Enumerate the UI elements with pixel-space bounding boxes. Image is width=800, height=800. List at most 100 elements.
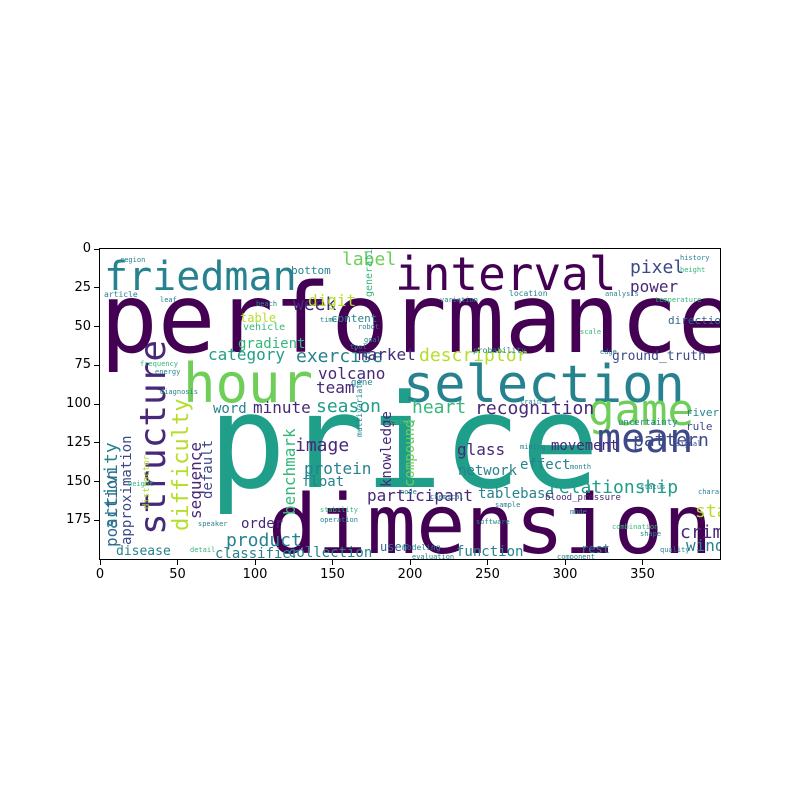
x-tick [99,560,101,565]
word-energy: energy [155,368,181,376]
word-recognition: recognition [475,398,595,419]
x-tick [254,560,256,565]
word-time: time [320,316,337,324]
word-leaf: leaf [160,296,177,304]
word-article: article [104,290,138,299]
word-chemical: chemical [430,493,464,501]
word-volcano: volcano [318,364,386,383]
word-entity: entity [390,418,416,426]
word-beach: beach [256,300,278,308]
word-compound: compound [402,419,418,487]
word-train: train [520,398,542,406]
word-mining: mining [520,443,546,451]
y-tick [94,248,99,250]
word-performance: performance [100,263,721,375]
word-interval: interval [395,248,617,301]
x-tick [642,560,643,565]
y-tick [94,287,99,289]
word-multivariate: multivariate [355,379,364,437]
word-gene: gene [351,378,373,388]
word-glass: glass [457,440,506,459]
x-tick-label: 350 [630,567,655,582]
word-week: week [293,294,337,315]
word-direction: direction [668,314,721,327]
word-cloud-plot: performance price dimension interval selecti… [99,248,721,560]
word-classifier: classifier [215,546,300,560]
word-height: height [680,266,706,274]
word-ground-truth: ground_truth [612,349,706,364]
word-tool: tool [350,343,367,351]
word-rest: rest [581,542,610,556]
word-collection: collection [288,545,373,560]
y-tick [94,403,99,405]
word-robot: robot [358,323,380,331]
x-tick [332,560,333,565]
x-tick-label: 300 [552,567,578,582]
x-tick [177,560,178,565]
word-speaker: speaker [198,520,228,528]
word-season: season [316,396,382,417]
y-tick [94,481,99,482]
word-power: power [630,277,679,296]
word-location: location [509,289,548,298]
word-tablebase: tablebase [478,486,554,502]
word-variation: variation [440,296,478,304]
word-disease: disease [116,544,171,559]
word-weight: weight [128,480,154,488]
word-probability: probability [473,346,526,355]
word-mode: mode [570,508,587,516]
word-price: price [208,366,600,518]
word-order: order [241,516,284,532]
word-rule: rule [686,420,713,433]
word-hour: hour [183,352,314,415]
word-window: window [686,536,720,555]
word-software: software [476,518,510,526]
word-operation: operation [320,516,358,524]
word-minute: minute [253,398,311,417]
x-tick [409,560,411,565]
word-network: network [458,463,518,479]
word-movement: movement [551,438,619,454]
word-table: table [240,311,277,325]
word-effect: effect [520,457,571,473]
word-combination: combination [612,523,659,531]
y-tick-label: 150 [66,473,91,489]
word-quality: quality [660,546,690,554]
word-relationship: relationship [548,477,679,498]
word-category: category [208,345,286,364]
y-tick [94,442,99,444]
word-sample: sample [495,501,521,509]
word-detail: detail [190,546,216,554]
word-friedman: friedman [104,254,297,300]
y-tick-label: 50 [74,318,91,334]
word-evaluation: evaluation [412,553,455,560]
word-node: node [400,488,417,496]
x-tick-label: 0 [95,567,105,582]
word-scale: scale [580,328,602,336]
x-tick [487,560,488,565]
word-float: float [302,474,345,490]
word-blood-pressure: blood_pressure [545,493,621,503]
word-game: game [588,385,694,436]
word-default: default [200,439,216,499]
x-tick [564,560,566,565]
word-team: team [316,378,355,397]
y-tick [94,519,99,521]
y-tick-label: 75 [74,357,91,373]
word-protein: protein [304,459,372,478]
word-vehicle: vehicle [243,322,286,333]
word-position: position [102,469,121,547]
word-status: status [640,483,666,491]
word-participant: participant [367,486,473,505]
word-label: label [342,249,397,270]
word-content: content [331,312,378,325]
x-tick-label: 100 [242,567,268,582]
x-tick-label: 50 [169,567,186,582]
word-market: market [358,345,416,364]
word-crime: crime [680,522,720,543]
y-tick [94,364,99,366]
word-gradient: gradient [238,336,306,352]
word-approximation: approximation [119,435,135,545]
word-dimension: dimension [268,478,713,560]
